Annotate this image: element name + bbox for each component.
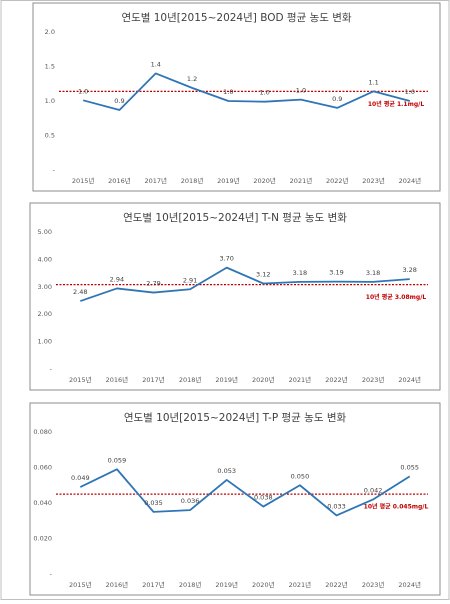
x-tick-label: 2015년 (72, 176, 95, 185)
data-label: 3.18 (293, 269, 307, 277)
y-tick-label: - (50, 365, 53, 373)
data-label: 1.4 (151, 60, 161, 68)
y-tick-label: 1.00 (38, 338, 52, 346)
data-label: 2.79 (146, 280, 160, 288)
data-line (80, 266, 410, 302)
data-line (82, 72, 411, 111)
x-tick-label: 2022년 (326, 176, 349, 185)
data-label: 0.9 (114, 97, 124, 105)
data-label: 3.19 (329, 269, 343, 277)
data-label: 0.059 (108, 456, 127, 464)
x-tick-label: 2023년 (362, 176, 385, 185)
data-label: 1.2 (187, 75, 197, 83)
data-label: 3.28 (402, 266, 416, 274)
x-tick-label: 2019년 (215, 580, 238, 589)
x-tick-label: 2017년 (142, 375, 165, 384)
x-tick-label: 2018년 (179, 580, 202, 589)
chart-frame (29, 402, 441, 596)
x-tick-label: 2020년 (253, 176, 276, 185)
data-label: 0.036 (181, 497, 200, 505)
data-label: 0.042 (364, 486, 383, 494)
data-label: 1.1 (368, 78, 378, 86)
x-tick-label: 2021년 (289, 375, 312, 384)
x-tick-label: 2021년 (290, 176, 313, 185)
chart-title: 연도별 10년[2015~2024년] T-P 평균 농도 변화 (124, 412, 347, 424)
x-tick-label: 2021년 (289, 580, 312, 589)
data-label: 3.70 (219, 255, 233, 263)
data-label: 1.0 (259, 89, 269, 97)
y-tick-label: 2.00 (38, 310, 52, 318)
x-tick-label: 2019년 (215, 375, 238, 384)
data-label: 3.18 (366, 269, 380, 277)
x-tick-label: 2023년 (362, 375, 385, 384)
data-label: 1.0 (78, 87, 88, 95)
data-label: 2.91 (183, 276, 197, 284)
data-label: 0.9 (332, 95, 342, 103)
data-label: 0.055 (400, 463, 419, 471)
data-label: 3.12 (256, 271, 270, 279)
x-tick-label: 2016년 (106, 375, 129, 384)
x-tick-label: 2024년 (398, 580, 421, 589)
y-tick-label: 4.00 (38, 255, 52, 263)
data-label: 0.049 (71, 474, 90, 482)
y-tick-label: - (53, 166, 56, 174)
x-tick-label: 2017년 (142, 580, 165, 589)
data-label: 2.94 (110, 275, 124, 283)
y-tick-label: 2.0 (45, 28, 55, 36)
y-tick-label: 1.5 (45, 63, 55, 71)
chart-frame (32, 2, 441, 192)
chart-frame (29, 202, 441, 391)
y-tick-label: 3.00 (38, 283, 52, 291)
y-tick-label: 5.00 (38, 228, 52, 236)
y-tick-label: 0.5 (45, 132, 55, 140)
data-label: 0.035 (144, 499, 163, 507)
x-tick-label: 2015년 (69, 580, 92, 589)
x-tick-label: 2015년 (69, 375, 92, 384)
reference-label: 10년 평균 0.045mg/L (364, 503, 429, 511)
chart-title: 연도별 10년[2015~2024년] BOD 평균 농도 변화 (121, 12, 351, 24)
data-label: 0.050 (291, 472, 310, 480)
y-tick-label: 0.020 (33, 535, 52, 543)
y-tick-label: 0.080 (33, 428, 52, 436)
x-tick-label: 2024년 (399, 176, 422, 185)
x-tick-label: 2016년 (108, 176, 131, 185)
data-line (79, 468, 411, 517)
x-tick-label: 2022년 (325, 580, 348, 589)
x-tick-label: 2020년 (252, 375, 275, 384)
x-tick-label: 2022년 (325, 375, 348, 384)
data-label: 1.0 (296, 87, 306, 95)
data-label: 1.0 (405, 88, 415, 96)
y-tick-label: - (50, 570, 53, 578)
x-tick-label: 2018년 (179, 375, 202, 384)
y-tick-label: 1.0 (45, 97, 55, 105)
x-tick-label: 2017년 (144, 176, 167, 185)
x-tick-label: 2023년 (362, 580, 385, 589)
y-tick-label: 0.060 (33, 464, 52, 472)
x-tick-label: 2020년 (252, 580, 275, 589)
chart-title: 연도별 10년[2015~2024년] T-N 평균 농도 변화 (123, 212, 347, 224)
data-label: 2.48 (73, 288, 87, 296)
data-label: 1.0 (223, 88, 233, 96)
data-label: 0.053 (217, 467, 236, 475)
y-tick-label: 0.040 (33, 499, 52, 507)
x-tick-label: 2016년 (106, 580, 129, 589)
reference-label: 10년 평균 3.08mg/L (366, 293, 427, 301)
x-tick-label: 2024년 (398, 375, 421, 384)
x-tick-label: 2019년 (217, 176, 240, 185)
reference-label: 10년 평균 1.1mg/L (368, 100, 424, 108)
x-tick-label: 2018년 (181, 176, 204, 185)
data-label: 0.038 (254, 494, 273, 502)
data-label: 0.033 (327, 502, 346, 510)
